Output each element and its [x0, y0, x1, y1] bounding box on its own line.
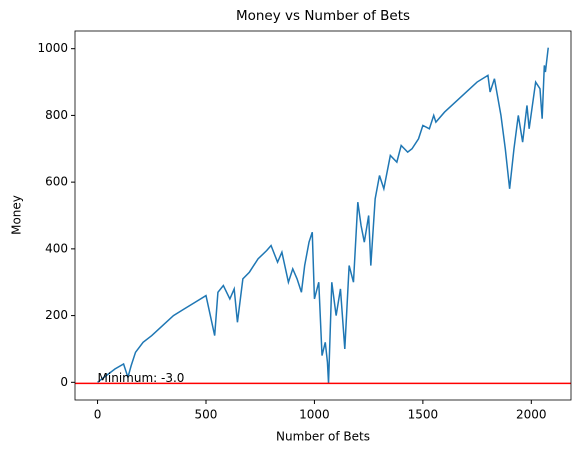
y-tick-label: 0	[60, 375, 68, 389]
y-tick-label: 1000	[37, 41, 68, 55]
y-tick-label: 200	[45, 308, 68, 322]
annotation: Minimum: -3.0	[98, 371, 185, 385]
data-line	[97, 47, 549, 384]
chart-title: Money vs Number of Bets	[236, 8, 410, 24]
x-tick-label: 1500	[408, 408, 439, 422]
plot-frame	[74, 30, 572, 401]
x-axis-label: Number of Bets	[276, 430, 370, 444]
x-tick-label: 500	[195, 408, 218, 422]
y-tick-label: 600	[45, 175, 68, 189]
x-tick-label: 2000	[516, 408, 547, 422]
x-tick-label: 1000	[299, 408, 330, 422]
x-tick-label: 0	[94, 408, 102, 422]
y-axis-label: Money	[10, 195, 24, 235]
y-tick-label: 400	[45, 241, 68, 255]
y-tick-label: 800	[45, 108, 68, 122]
